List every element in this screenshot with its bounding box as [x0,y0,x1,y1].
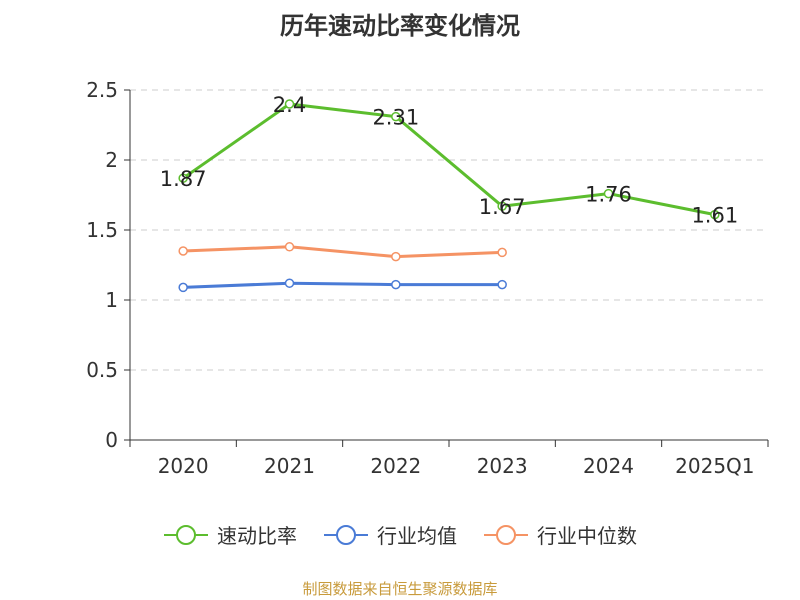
data-point [284,242,295,252]
data-point [603,188,614,199]
data-label: 2.31 [372,106,419,130]
y-tick-label: 1.5 [86,218,118,242]
series-lines [178,99,720,293]
legend-marker [324,524,368,545]
legend-label: 行业中位数 [537,524,637,548]
data-point [391,279,401,290]
legend-item[interactable]: 速动比率 [163,520,297,549]
data-point [391,111,401,122]
x-tick-label: 2025Q1 [675,454,754,478]
data-labels: 1.87 2.4 2.31 1.67 1.76 1.61 [160,93,738,228]
data-point [284,278,295,288]
legend-label: 行业均值 [377,524,457,548]
y-tick-label: 1 [105,288,118,312]
data-label: 2.4 [273,93,306,117]
x-tick-label: 2024 [583,454,634,478]
series-line-1 [183,281,503,289]
legend-marker [484,524,528,545]
data-point [178,282,188,293]
series-line-0 [182,102,716,217]
x-tick-label: 2022 [370,454,421,478]
data-point [710,209,720,220]
data-label: 1.87 [160,167,207,191]
data-point [284,99,295,109]
data-point [178,173,188,183]
y-tick-label: 2 [105,148,118,172]
y-tick-label: 0.5 [86,358,118,382]
x-tick-label: 2023 [477,454,528,478]
chart-title: 历年速动比率变化情况 [280,12,520,40]
legend-marker [164,524,208,545]
data-point [391,251,401,262]
source-note: 制图数据来自恒生聚源数据库 [302,580,498,598]
x-tick-label: 2020 [158,454,209,478]
data-label: 1.76 [585,183,632,207]
y-tick-label: 0 [105,428,118,452]
data-point [497,201,507,211]
data-label: 1.67 [479,195,526,219]
series-line-2 [183,245,503,259]
legend: 速动比率 行业均值 行业中位数 [0,520,800,549]
legend-item[interactable]: 行业中位数 [483,520,637,549]
legend-item[interactable]: 行业均值 [323,520,457,549]
data-point [178,246,188,256]
data-point [497,279,507,290]
data-point [497,247,507,258]
data-label: 1.61 [691,204,738,228]
grid-lines [130,89,768,371]
legend-label: 速动比率 [217,524,297,548]
y-tick-label: 2.5 [86,78,118,102]
axes: 0 0.5 1 1.5 2 2.5 2020 2021 2022 2023 2024 2025Q1 [86,78,769,478]
x-tick-label: 2021 [264,454,315,478]
